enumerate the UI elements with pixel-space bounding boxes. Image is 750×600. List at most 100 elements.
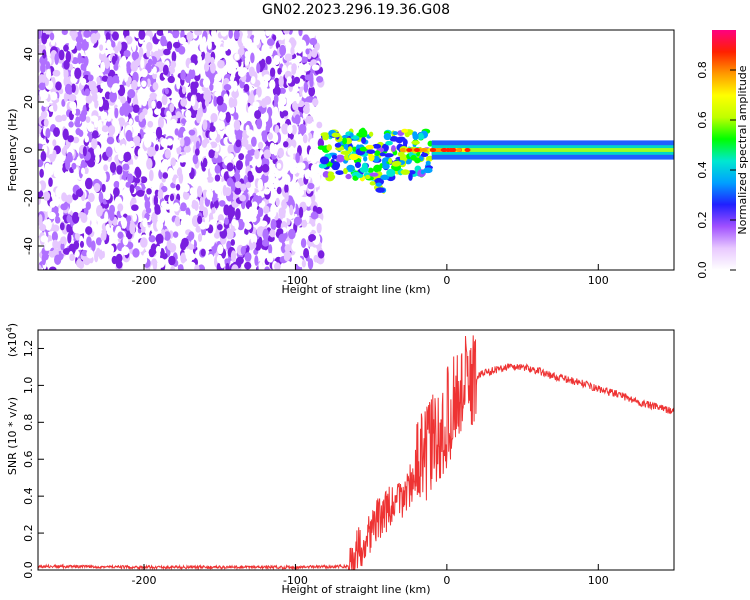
spectrogram-ylabel: Frequency (Hz) xyxy=(6,109,19,192)
spectrogram-cell xyxy=(270,218,277,231)
spectrogram-cell xyxy=(161,94,168,106)
spectrogram-cell xyxy=(148,248,155,258)
spectrogram-cell xyxy=(309,37,318,46)
spectrogram-cell xyxy=(138,30,146,40)
spectrogram-cell xyxy=(278,75,284,88)
spectrogram-cell xyxy=(306,154,313,162)
colorbar-gradient xyxy=(712,30,736,270)
spectrogram-cell xyxy=(49,32,55,41)
spectrogram-cell xyxy=(54,254,62,265)
spectrogram-cell xyxy=(335,170,344,176)
spectrogram-cell xyxy=(317,145,325,150)
spectrogram-cell xyxy=(144,199,151,210)
spectrogram-cell xyxy=(236,218,245,231)
spectrogram-cell xyxy=(251,241,257,249)
spectrogram-cell xyxy=(207,39,212,50)
spectrogram-cell xyxy=(241,30,248,38)
spectrogram-cell xyxy=(254,149,260,160)
spectrogram-cell xyxy=(206,189,214,200)
spectrogram-cell xyxy=(284,183,289,194)
spectrogram-cell xyxy=(264,79,269,88)
spectrogram-cell xyxy=(219,150,226,157)
spectrogram-cell xyxy=(125,181,132,188)
colorbar-label: Normalized spectral amplitude xyxy=(736,65,749,234)
spectrogram-cell xyxy=(253,44,258,54)
spectrogram-cell xyxy=(106,76,114,88)
spectrogram-cell xyxy=(392,131,398,136)
spectrogram-cell xyxy=(159,248,165,258)
spectrogram-cell xyxy=(91,92,98,103)
spectrogram-cell xyxy=(216,95,224,106)
spectrogram-cell xyxy=(154,207,161,215)
spectrogram-cell xyxy=(138,47,144,58)
spectrogram-cell xyxy=(202,157,208,168)
spectrogram-cell xyxy=(40,150,47,162)
spectrogram-cell xyxy=(116,165,123,175)
spectrogram-cell xyxy=(244,252,252,262)
spectrogram-cell xyxy=(253,35,260,46)
spectrogram-cell xyxy=(414,157,421,164)
spectrogram-cell xyxy=(392,161,402,166)
spectrogram-cell xyxy=(141,163,147,170)
spectrogram-cell xyxy=(275,219,283,229)
spectrogram-cell xyxy=(149,92,158,101)
spectrogram-cell xyxy=(276,186,282,195)
spectrogram-cell xyxy=(230,250,237,263)
spectrogram-cell xyxy=(186,255,193,263)
spectrogram-cell xyxy=(226,162,234,172)
spectrogram-cell xyxy=(224,258,231,266)
spectrogram-cell xyxy=(261,44,266,57)
spectrogram-cell xyxy=(45,61,51,71)
spectrogram-cell xyxy=(117,151,125,162)
spectrogram-cell xyxy=(239,194,247,202)
spectrogram-cell xyxy=(244,56,250,66)
spectrogram-cell xyxy=(38,214,43,225)
spectrogram-cell xyxy=(188,261,196,270)
spectrogram-cell xyxy=(211,30,217,38)
spectrogram-cell xyxy=(312,98,319,107)
spectrogram-cell xyxy=(38,149,41,162)
spectrogram-cell xyxy=(307,258,314,270)
spectrogram-cell xyxy=(224,187,232,197)
spectrogram-cell xyxy=(129,184,135,194)
spectrogram-cell xyxy=(90,115,99,123)
spectrogram-cell xyxy=(216,81,223,94)
spectrogram-cell xyxy=(303,63,311,72)
spectrogram-cell xyxy=(52,149,57,160)
spectrogram-cell xyxy=(383,153,394,158)
spectrogram-cell xyxy=(73,240,80,250)
snr-plot-area xyxy=(37,329,675,571)
spectrogram-cell xyxy=(202,119,208,131)
spectrogram-cell xyxy=(179,231,186,239)
spectrogram-cell xyxy=(147,107,153,118)
spectrogram-cell xyxy=(278,207,286,217)
colorbar-tick-label: 0.2 xyxy=(696,211,709,229)
spectrogram-cell xyxy=(154,144,159,152)
spectrogram-cell xyxy=(217,120,225,131)
spectrogram-cell xyxy=(74,108,81,116)
spectrogram-cell xyxy=(109,161,117,173)
spectrogram-cell xyxy=(56,175,64,186)
spectrogram-cell xyxy=(307,182,315,190)
spectrogram-cell xyxy=(369,172,379,177)
spectrogram-cell xyxy=(146,188,152,195)
spectrogram-cell xyxy=(215,156,223,163)
spectrogram-cell xyxy=(146,49,151,58)
spectrogram-cell xyxy=(58,162,63,171)
spectrogram-cell xyxy=(132,248,140,258)
spectrogram-cell xyxy=(272,85,281,97)
spectrogram-cell xyxy=(241,138,249,147)
spectrogram-cell xyxy=(197,54,202,64)
spectrogram-cell xyxy=(261,163,270,173)
spectrogram-cell xyxy=(181,86,187,95)
spectrogram-cell xyxy=(257,207,264,218)
spectrogram-cell xyxy=(265,30,271,37)
spectrogram-cell xyxy=(111,31,119,41)
spectrogram-cell xyxy=(315,206,323,215)
spectrogram-cell xyxy=(85,226,93,235)
spectrogram-cell xyxy=(44,218,52,231)
spectrogram-cell xyxy=(253,30,259,38)
spectrogram-cell xyxy=(171,51,177,63)
spectrogram-cell xyxy=(225,262,230,270)
spectrogram-cell xyxy=(288,145,295,155)
